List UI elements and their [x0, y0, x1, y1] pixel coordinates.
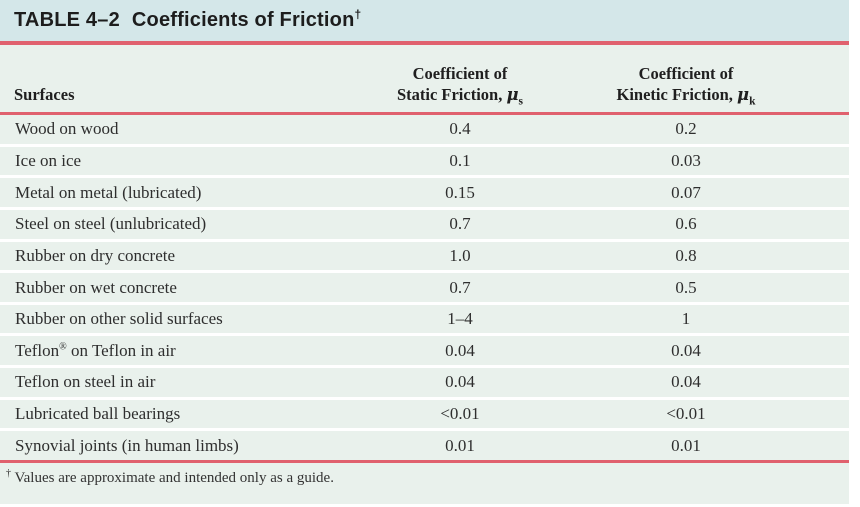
- table-title-bar: TABLE 4–2 Coefficients of Friction†: [0, 0, 849, 41]
- kinetic-friction-value: 1: [681, 309, 691, 329]
- table-header-row: Surfaces Coefficient of Static Friction,…: [0, 45, 849, 112]
- surface-cell: Teflon on steel in air: [0, 372, 354, 392]
- kinetic-friction-value: 0.8: [675, 245, 697, 265]
- table-row: Lubricated ball bearings <0.01 <0.01: [0, 399, 849, 429]
- footnote-dagger: †: [6, 468, 11, 479]
- surface-cell: Rubber on wet concrete: [0, 278, 354, 298]
- surface-name: Rubber on wet concrete: [15, 277, 177, 297]
- surface-cell: Synovial joints (in human limbs): [0, 436, 354, 456]
- surface-cell: Ice on ice: [0, 151, 354, 171]
- static-friction-value: 0.04: [445, 372, 475, 392]
- table-row: Teflon® on Teflon in air 0.04 0.04: [0, 336, 849, 366]
- static-friction-value: 0.04: [445, 340, 475, 360]
- kinetic-friction-value: 0.04: [671, 372, 701, 392]
- surface-name: Rubber on other solid surfaces: [15, 309, 223, 329]
- table-row: Rubber on wet concrete 0.7 0.5: [0, 273, 849, 302]
- table-row: Ice on ice 0.1 0.03: [0, 146, 849, 176]
- table-row: Teflon on steel in air 0.04 0.04: [0, 368, 849, 397]
- static-friction-value: 0.4: [449, 119, 471, 139]
- surface-name: Steel on steel (unlubricated): [15, 214, 207, 234]
- kinetic-friction-value: 0.5: [675, 277, 697, 297]
- column-header-static-friction: Coefficient of Static Friction, μs: [396, 64, 524, 108]
- table-row: Rubber on other solid surfaces 1–4 1: [0, 304, 849, 334]
- surface-cell: Teflon® on Teflon in air: [0, 341, 354, 361]
- table-row: Steel on steel (unlubricated) 0.7 0.6: [0, 209, 849, 239]
- kinetic-friction-value: 0.07: [671, 182, 701, 202]
- surface-name: Teflon: [15, 340, 60, 360]
- surface-cell: Steel on steel (unlubricated): [0, 214, 354, 234]
- kinetic-friction-value: 0.2: [675, 119, 697, 139]
- column-header-kinetic-friction: Coefficient of Kinetic Friction, μk: [616, 64, 756, 108]
- surface-name: Metal on metal (lubricated): [15, 182, 202, 202]
- surface-name: Teflon on steel in air: [15, 372, 156, 392]
- surface-cell: Wood on wood: [0, 119, 354, 139]
- table-rows: Wood on wood 0.4 0.2 Ice on ice 0.1 0.03…: [0, 115, 849, 461]
- surface-name-rest: on Teflon in air: [66, 340, 176, 360]
- mu-subscript-s: s: [518, 95, 524, 108]
- static-friction-value: 1–4: [447, 309, 473, 329]
- kinetic-friction-value: <0.01: [666, 404, 706, 424]
- table-row: Metal on metal (lubricated) 0.15 0.07: [0, 178, 849, 207]
- static-friction-value: 0.1: [449, 150, 471, 170]
- kinetic-friction-value: 0.01: [671, 435, 701, 455]
- table-number: TABLE 4–2: [14, 9, 120, 31]
- table-row: Rubber on dry concrete 1.0 0.8: [0, 241, 849, 271]
- surface-name: Lubricated ball bearings: [15, 404, 181, 424]
- table-row: Synovial joints (in human limbs) 0.01 0.…: [0, 431, 849, 461]
- surface-cell: Metal on metal (lubricated): [0, 183, 354, 203]
- static-friction-value: 1.0: [449, 245, 471, 265]
- column-header-surfaces: Surfaces: [14, 85, 75, 104]
- surface-cell: Rubber on dry concrete: [0, 246, 354, 266]
- kinetic-friction-value: 0.6: [675, 214, 697, 234]
- static-friction-value: 0.15: [445, 182, 475, 202]
- mu-symbol: μ: [737, 85, 750, 104]
- table-footnote: † Values are approximate and intended on…: [0, 463, 849, 504]
- kinetic-friction-value: 0.04: [671, 340, 701, 360]
- surface-cell: Rubber on other solid surfaces: [0, 309, 354, 329]
- static-friction-value: 0.7: [449, 214, 471, 234]
- surface-cell: Lubricated ball bearings: [0, 404, 354, 424]
- registered-mark: ®: [59, 341, 67, 353]
- static-friction-value: 0.7: [449, 277, 471, 297]
- surface-name: Ice on ice: [15, 150, 82, 170]
- bottom-red-rule: [0, 460, 849, 463]
- header-red-rule: [0, 112, 849, 115]
- surface-name: Synovial joints (in human limbs): [15, 435, 239, 455]
- static-friction-value: <0.01: [440, 404, 480, 424]
- title-dagger: †: [354, 7, 362, 22]
- kinetic-friction-value: 0.03: [671, 150, 701, 170]
- footnote-text: Values are approximate and intended only…: [11, 470, 334, 486]
- table-row: Wood on wood 0.4 0.2: [0, 115, 849, 144]
- mu-symbol: μ: [506, 85, 519, 104]
- mu-subscript-k: k: [749, 95, 756, 108]
- top-red-rule: [0, 41, 849, 45]
- surface-name: Rubber on dry concrete: [15, 245, 176, 265]
- surface-name: Wood on wood: [15, 119, 119, 139]
- static-friction-value: 0.01: [445, 435, 475, 455]
- table-title: Coefficients of Friction†: [131, 7, 362, 31]
